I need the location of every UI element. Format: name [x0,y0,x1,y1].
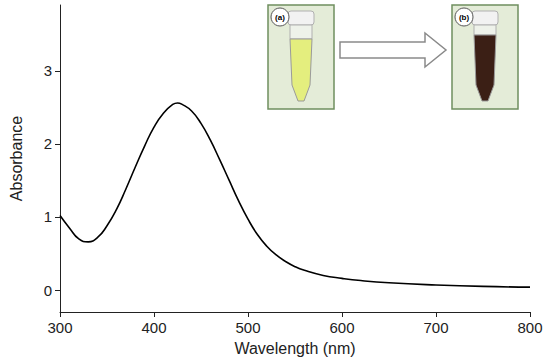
svg-text:3: 3 [44,62,52,79]
svg-text:300: 300 [47,319,72,336]
svg-text:2: 2 [44,135,52,152]
svg-text:400: 400 [141,319,166,336]
svg-text:800: 800 [517,319,542,336]
svg-text:500: 500 [235,319,260,336]
svg-text:700: 700 [423,319,448,336]
svg-text:Absorbance: Absorbance [8,116,25,201]
svg-text:(b): (b) [459,13,470,22]
svg-text:Wavelength (nm): Wavelength (nm) [234,340,355,357]
svg-text:(a): (a) [275,13,285,22]
svg-text:0: 0 [44,282,52,299]
svg-text:1: 1 [44,208,52,225]
svg-text:600: 600 [329,319,354,336]
